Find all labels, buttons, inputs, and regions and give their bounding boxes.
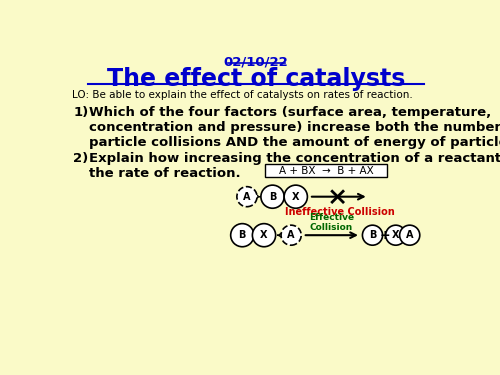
Circle shape (386, 225, 406, 245)
Circle shape (400, 225, 420, 245)
Circle shape (252, 224, 276, 247)
Text: B: B (269, 192, 276, 202)
Text: A: A (288, 230, 295, 240)
Text: A + BX  →  B + AX: A + BX → B + AX (278, 165, 374, 176)
Text: 1): 1) (74, 106, 88, 119)
Circle shape (230, 224, 254, 247)
Text: B: B (238, 230, 246, 240)
Circle shape (284, 185, 308, 208)
Circle shape (281, 225, 301, 245)
Text: X: X (260, 230, 268, 240)
Circle shape (261, 185, 284, 208)
Circle shape (237, 187, 257, 207)
Text: A: A (243, 192, 250, 202)
Text: LO: Be able to explain the effect of catalysts on rates of reaction.: LO: Be able to explain the effect of cat… (72, 90, 412, 101)
Text: X: X (392, 230, 400, 240)
Text: Effective
Collision: Effective Collision (309, 213, 354, 232)
Text: A: A (406, 230, 413, 240)
Text: B: B (369, 230, 376, 240)
Text: X: X (292, 192, 300, 202)
Text: +: + (380, 229, 390, 242)
Text: Explain how increasing the concentration of a reactant increases
the rate of rea: Explain how increasing the concentration… (89, 152, 500, 180)
Text: 02/10/22: 02/10/22 (224, 55, 288, 68)
FancyBboxPatch shape (265, 164, 387, 177)
Text: 2): 2) (74, 152, 88, 165)
Text: Which of the four factors (surface area, temperature,
concentration and pressure: Which of the four factors (surface area,… (89, 106, 500, 149)
Circle shape (362, 225, 382, 245)
Text: Ineffective Collision: Ineffective Collision (285, 207, 395, 218)
Text: The effect of catalysts: The effect of catalysts (107, 68, 406, 92)
